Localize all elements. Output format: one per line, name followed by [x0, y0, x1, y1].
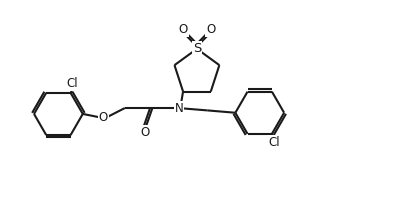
Text: N: N [175, 102, 183, 115]
Text: S: S [193, 42, 201, 55]
Text: Cl: Cl [67, 77, 78, 90]
Text: O: O [140, 126, 149, 139]
Text: Cl: Cl [268, 136, 280, 149]
Text: O: O [99, 111, 108, 124]
Text: O: O [179, 23, 188, 36]
Text: O: O [206, 23, 215, 36]
